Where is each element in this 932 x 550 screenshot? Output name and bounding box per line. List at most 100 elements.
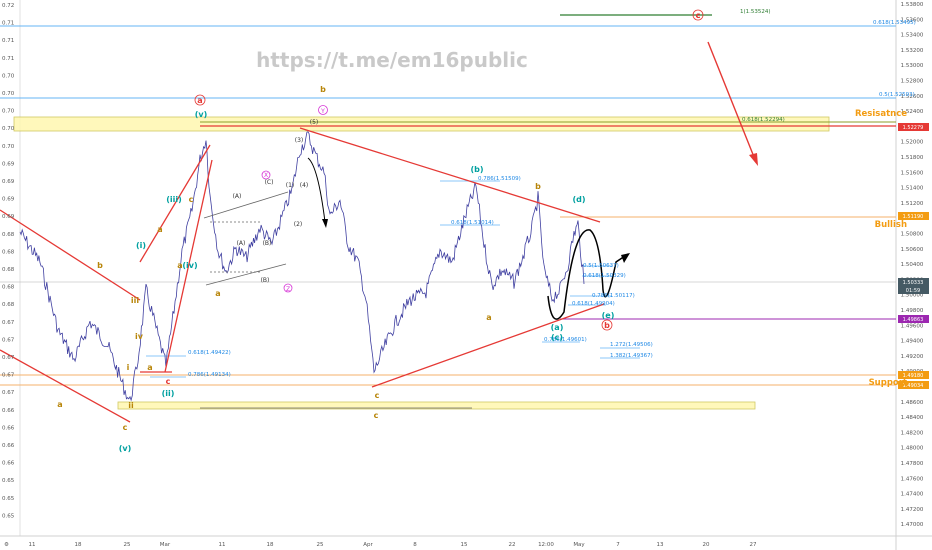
- wave-label: b: [320, 85, 326, 94]
- right-axis-tick: 1.49200: [901, 354, 924, 360]
- fib-label: 0.618(1.49904): [572, 301, 615, 307]
- time-axis-tick: 15: [461, 542, 468, 548]
- wave-label: iii: [131, 296, 139, 305]
- left-axis-tick: 0.65: [2, 478, 15, 484]
- wave-label: (b): [470, 165, 483, 174]
- time-axis-tick: 13: [657, 542, 664, 548]
- fib-label: 0.786(1.50117): [592, 293, 635, 299]
- right-axis-tick: 1.51800: [901, 155, 924, 161]
- wave-label: (C): [265, 179, 274, 186]
- price-tag-text: 1.51190: [903, 214, 924, 220]
- right-axis-tick: 1.53000: [901, 63, 924, 69]
- circle-marker: [283, 283, 293, 293]
- left-axis-tick: 0.67: [2, 337, 15, 343]
- price-tag-box: [898, 286, 929, 294]
- price-tag-text: 1.49180: [903, 373, 924, 379]
- price-series-line: [19, 131, 585, 402]
- left-axis-tick: 0.67: [2, 373, 15, 379]
- wave-label: c: [375, 391, 380, 400]
- left-axis-tick: 0.67: [2, 390, 15, 396]
- wave-label: i: [127, 363, 130, 372]
- left-axis-tick: 0.65: [2, 513, 15, 519]
- wave-label: (3): [295, 137, 304, 144]
- fib-label: 0.786(1.49134): [188, 372, 231, 378]
- right-axis-tick: 1.53400: [901, 33, 924, 39]
- right-axis-tick: 1.53800: [901, 2, 924, 8]
- wave-label: (A): [233, 193, 242, 200]
- right-axis-tick: 1.48000: [901, 446, 924, 452]
- wave-label: (2): [294, 221, 303, 228]
- left-axis-tick: 0.67: [2, 320, 15, 326]
- forecast-arrowhead: [749, 153, 758, 166]
- wave-label: c: [696, 11, 701, 20]
- wave-label: a: [157, 225, 162, 234]
- right-axis-tick: 1.52800: [901, 79, 924, 85]
- settings-icon[interactable]: ⚙: [4, 542, 9, 548]
- time-axis-tick: 25: [124, 542, 131, 548]
- right-axis: 1.53800 1.53600 1.53400 1.53200 1.53000 1.528…: [901, 2, 924, 528]
- resistance-zone: [13, 116, 830, 132]
- left-axis-tick: 0.70: [2, 144, 15, 150]
- wave-label: (4): [300, 182, 309, 189]
- wave-label: (B): [261, 277, 270, 284]
- right-axis-tick: 1.47000: [901, 522, 924, 528]
- right-axis-tick: 1.51600: [901, 170, 924, 176]
- left-axis-tick: 0.68: [2, 302, 15, 308]
- right-axis-tick: 1.48600: [901, 400, 924, 406]
- time-axis-tick: 20: [703, 542, 710, 548]
- price-tag-box: [898, 381, 929, 389]
- fib-label: 0.618(1.51014): [451, 220, 494, 226]
- wave-label: a: [486, 313, 491, 322]
- wave-label: Z: [286, 286, 290, 293]
- left-axis-tick: 0.65: [2, 496, 15, 502]
- wave-label: b: [535, 182, 541, 191]
- right-axis-tick: 1.48200: [901, 430, 924, 436]
- right-axis-tick: 1.49800: [901, 308, 924, 314]
- left-axis-tick: 0.70: [2, 91, 15, 97]
- bullish-label: Bullish: [875, 220, 907, 230]
- time-axis-tick: Mar: [160, 542, 171, 548]
- projection-curve: [547, 229, 629, 320]
- price-tags: 1.52279 1.51190 1.50333 01:59 1.49863 1.49180…: [898, 123, 929, 389]
- wave-label: iv: [135, 332, 144, 341]
- fib-label: 0.786(1.51509): [478, 176, 521, 182]
- price-tag-text: 1.49863: [903, 317, 924, 323]
- time-axis-tick: 11: [29, 542, 36, 548]
- time-axis-tick: 25: [317, 542, 324, 548]
- watermark-text: https://t.me/em16public: [256, 48, 528, 72]
- wave-label: c: [696, 11, 701, 20]
- price-tag-text: 01:59: [906, 288, 920, 294]
- time-axis-tick: May: [573, 542, 585, 548]
- left-axis-tick: 0.70: [2, 73, 15, 79]
- time-axis-tick: 11: [219, 542, 226, 548]
- wave-label: a: [57, 400, 62, 409]
- wave-label: (iv): [182, 261, 197, 270]
- wave-label: b: [604, 321, 610, 330]
- right-axis-tick: 1.49400: [901, 339, 924, 345]
- circle-marker: [692, 9, 704, 21]
- wave-label: c: [123, 423, 128, 432]
- wave-labels: a(v)bY(b)(d)bc(i)ba(iii)iiiiviiiac(ii)ac…: [57, 11, 700, 453]
- wave-label: (i): [136, 241, 146, 250]
- wave-label: (c): [551, 333, 563, 342]
- wave-label: (iii): [166, 195, 182, 204]
- wave-label: a: [177, 261, 182, 270]
- wave-label: (e): [602, 311, 615, 320]
- right-axis-tick: 1.52000: [901, 140, 924, 146]
- right-axis-tick: 1.52600: [901, 94, 924, 100]
- wave-label: a: [147, 363, 152, 372]
- wave-arrow: [307, 157, 326, 223]
- right-axis-tick: 1.47600: [901, 476, 924, 482]
- wave-label: (v): [195, 110, 208, 119]
- left-axis-tick: 0.68: [2, 285, 15, 291]
- left-axis-tick: 0.70: [2, 126, 15, 132]
- price-tag-box: [898, 123, 929, 131]
- left-axis-tick: 0.66: [2, 461, 15, 467]
- fib-label: 0.618(1.52294): [742, 117, 785, 123]
- time-axis: 11 18 25 Mar 11 18 25 Apr 8 15 22 12:00 May 7 13 20 27: [29, 542, 757, 548]
- wave-label: (v): [119, 444, 132, 453]
- price-tag-box: [898, 371, 929, 379]
- fib-label: 0.618(1.53495): [873, 20, 916, 26]
- fib-label: 1.382(1.49367): [610, 353, 653, 359]
